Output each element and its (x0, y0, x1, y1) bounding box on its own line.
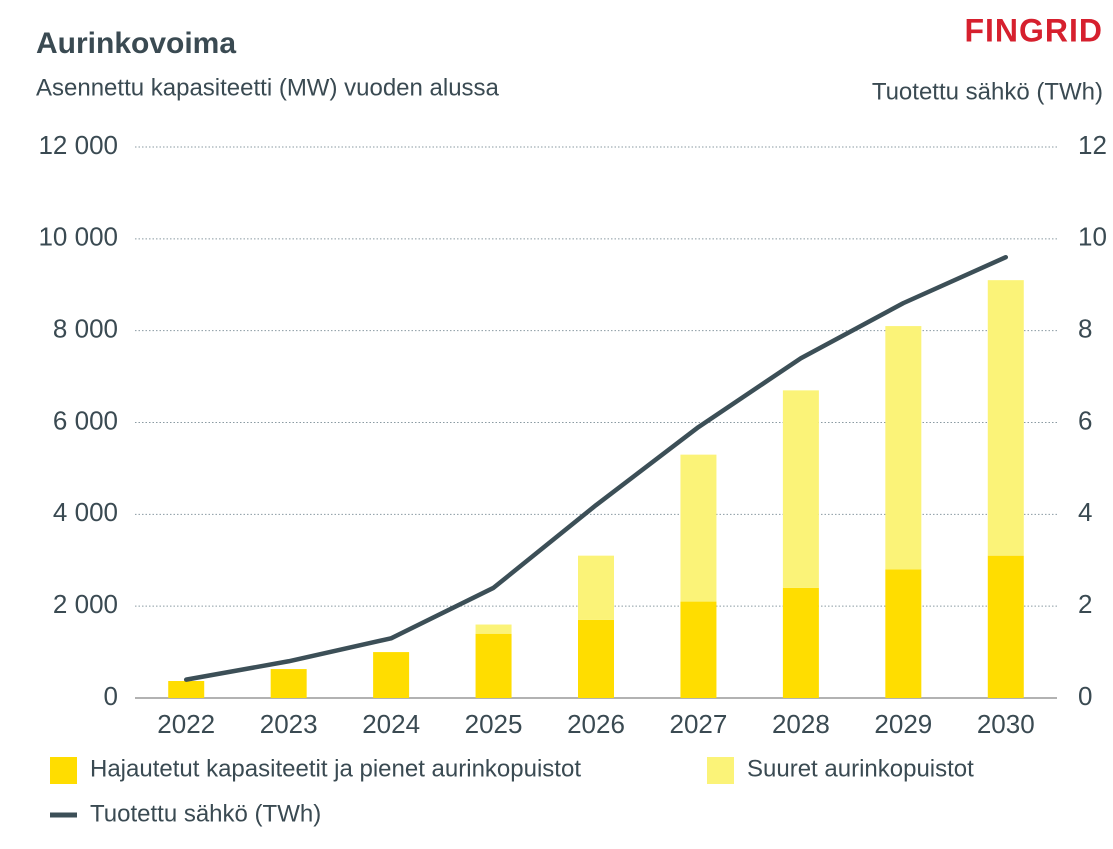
y-tick-label: 12 000 (38, 130, 118, 160)
x-tick-label: 2026 (567, 709, 625, 739)
x-tick-label: 2022 (157, 709, 215, 739)
bar-segment (782, 390, 819, 588)
y-tick-label: 4 000 (53, 497, 118, 527)
bar-segment (168, 681, 205, 698)
bar-segment (885, 569, 922, 698)
bar-segment (578, 619, 614, 698)
bar-segment (578, 555, 614, 620)
x-tick-label: 2025 (465, 709, 523, 739)
x-tick-label: 2028 (772, 709, 830, 739)
y-tick-label: 8 000 (53, 314, 118, 344)
legend-label: Suuret aurinkopuistot (747, 755, 974, 782)
x-tick-label: 2029 (874, 709, 932, 739)
x-tick-label: 2027 (670, 709, 728, 739)
y2-axis-label: Tuotettu sähkö (TWh) (872, 78, 1103, 105)
y2-tick-label: 2 (1078, 589, 1092, 619)
x-tick-label: 2024 (362, 709, 420, 739)
legend-label: Hajautetut kapasiteetit ja pienet aurink… (90, 755, 581, 782)
bar-segment (270, 669, 307, 698)
bar-segment (475, 624, 512, 634)
line (183, 254, 1009, 682)
x-tick-label: 2023 (260, 709, 318, 739)
y-tick-label: 10 000 (38, 222, 118, 252)
legend-label: Tuotettu sähkö (TWh) (90, 800, 321, 827)
y-tick-label: 2 000 (53, 589, 118, 619)
bar-segment (373, 652, 410, 698)
x-tick-label: 2030 (977, 709, 1035, 739)
y2-tick-label: 10 (1078, 222, 1107, 252)
legend-swatch (707, 757, 734, 784)
y2-tick-label: 12 (1078, 130, 1107, 160)
bar-segment (885, 326, 922, 570)
bar-segment (782, 587, 819, 698)
logo: FINGRID (964, 12, 1103, 48)
bar-segment (987, 555, 1024, 698)
y2-tick-label: 0 (1078, 681, 1092, 711)
bar-segment (475, 633, 512, 698)
y-tick-label: 0 (104, 681, 118, 711)
y2-tick-label: 6 (1078, 405, 1092, 435)
subtitle: Asennettu kapasiteetti (MW) vuoden aluss… (36, 74, 500, 101)
bar-segment (987, 280, 1024, 556)
chart-title: Aurinkovoima (36, 27, 236, 60)
legend-swatch (50, 757, 77, 784)
y2-tick-label: 4 (1078, 497, 1092, 527)
bar-segment (680, 454, 717, 602)
bar-segment (680, 601, 717, 698)
y2-tick-label: 8 (1078, 314, 1092, 344)
y-tick-label: 6 000 (53, 405, 118, 435)
